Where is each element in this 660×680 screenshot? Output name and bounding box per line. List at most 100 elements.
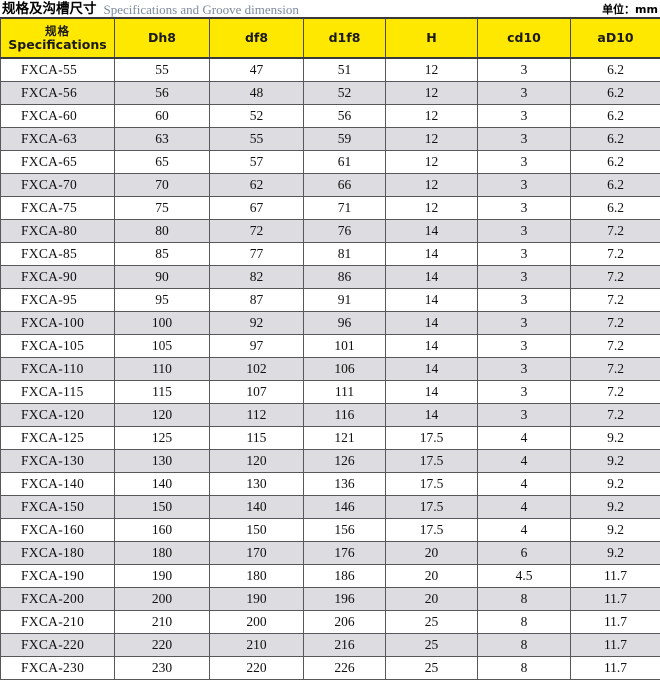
cell-h: 20 xyxy=(386,588,478,611)
cell-dh8: 63 xyxy=(115,128,210,151)
cell-dh8: 180 xyxy=(115,542,210,565)
cell-h: 20 xyxy=(386,542,478,565)
cell-h: 17.5 xyxy=(386,519,478,542)
column-header-dh8: Dh8 xyxy=(115,18,210,58)
cell-cd10: 4 xyxy=(478,450,571,473)
cell-h: 14 xyxy=(386,220,478,243)
unit-label: 单位：mm xyxy=(602,2,658,17)
cell-specification: FXCA-75 xyxy=(1,197,115,220)
cell-d1f8: 101 xyxy=(304,335,386,358)
cell-specification: FXCA-130 xyxy=(1,450,115,473)
cell-ad10: 6.2 xyxy=(571,128,660,151)
cell-dh8: 100 xyxy=(115,312,210,335)
column-header-h: H xyxy=(386,18,478,58)
cell-df8: 170 xyxy=(210,542,304,565)
cell-df8: 112 xyxy=(210,404,304,427)
cell-df8: 48 xyxy=(210,82,304,105)
cell-df8: 87 xyxy=(210,289,304,312)
cell-specification: FXCA-160 xyxy=(1,519,115,542)
cell-df8: 120 xyxy=(210,450,304,473)
cell-df8: 200 xyxy=(210,611,304,634)
cell-specification: FXCA-85 xyxy=(1,243,115,266)
table-header: 规格 Specifications Dh8 df8 d1f8 H cd10 aD… xyxy=(1,18,660,58)
cell-dh8: 70 xyxy=(115,174,210,197)
cell-h: 17.5 xyxy=(386,450,478,473)
cell-cd10: 4.5 xyxy=(478,565,571,588)
cell-d1f8: 86 xyxy=(304,266,386,289)
cell-ad10: 6.2 xyxy=(571,151,660,174)
cell-cd10: 3 xyxy=(478,335,571,358)
cell-d1f8: 66 xyxy=(304,174,386,197)
page-title-chinese: 规格及沟槽尺寸 xyxy=(2,2,97,17)
cell-df8: 115 xyxy=(210,427,304,450)
cell-dh8: 130 xyxy=(115,450,210,473)
column-header-specifications-en: Specifications xyxy=(1,38,114,52)
cell-dh8: 190 xyxy=(115,565,210,588)
cell-dh8: 210 xyxy=(115,611,210,634)
column-header-d1f8: d1f8 xyxy=(304,18,386,58)
cell-dh8: 95 xyxy=(115,289,210,312)
cell-d1f8: 56 xyxy=(304,105,386,128)
cell-h: 14 xyxy=(386,266,478,289)
cell-h: 25 xyxy=(386,611,478,634)
cell-dh8: 150 xyxy=(115,496,210,519)
cell-cd10: 3 xyxy=(478,289,571,312)
cell-ad10: 11.7 xyxy=(571,565,660,588)
cell-d1f8: 146 xyxy=(304,496,386,519)
cell-specification: FXCA-63 xyxy=(1,128,115,151)
cell-h: 12 xyxy=(386,58,478,82)
cell-specification: FXCA-80 xyxy=(1,220,115,243)
cell-ad10: 7.2 xyxy=(571,220,660,243)
cell-df8: 180 xyxy=(210,565,304,588)
cell-ad10: 7.2 xyxy=(571,312,660,335)
cell-specification: FXCA-220 xyxy=(1,634,115,657)
page-title-bar: 规格及沟槽尺寸 Specifications and Groove dimens… xyxy=(0,0,660,17)
cell-dh8: 80 xyxy=(115,220,210,243)
cell-ad10: 9.2 xyxy=(571,450,660,473)
cell-df8: 220 xyxy=(210,657,304,680)
cell-specification: FXCA-210 xyxy=(1,611,115,634)
cell-ad10: 6.2 xyxy=(571,197,660,220)
column-header-specifications: 规格 Specifications xyxy=(1,18,115,58)
cell-d1f8: 51 xyxy=(304,58,386,82)
cell-cd10: 3 xyxy=(478,197,571,220)
cell-d1f8: 196 xyxy=(304,588,386,611)
cell-d1f8: 96 xyxy=(304,312,386,335)
cell-specification: FXCA-95 xyxy=(1,289,115,312)
cell-h: 12 xyxy=(386,128,478,151)
cell-d1f8: 59 xyxy=(304,128,386,151)
cell-d1f8: 76 xyxy=(304,220,386,243)
cell-dh8: 56 xyxy=(115,82,210,105)
cell-ad10: 9.2 xyxy=(571,496,660,519)
cell-cd10: 6 xyxy=(478,542,571,565)
cell-ad10: 9.2 xyxy=(571,473,660,496)
cell-ad10: 9.2 xyxy=(571,427,660,450)
cell-dh8: 160 xyxy=(115,519,210,542)
cell-specification: FXCA-150 xyxy=(1,496,115,519)
cell-h: 14 xyxy=(386,335,478,358)
cell-df8: 140 xyxy=(210,496,304,519)
cell-d1f8: 52 xyxy=(304,82,386,105)
cell-ad10: 7.2 xyxy=(571,266,660,289)
cell-cd10: 3 xyxy=(478,174,571,197)
cell-ad10: 7.2 xyxy=(571,381,660,404)
cell-specification: FXCA-120 xyxy=(1,404,115,427)
cell-dh8: 85 xyxy=(115,243,210,266)
cell-dh8: 105 xyxy=(115,335,210,358)
cell-df8: 62 xyxy=(210,174,304,197)
